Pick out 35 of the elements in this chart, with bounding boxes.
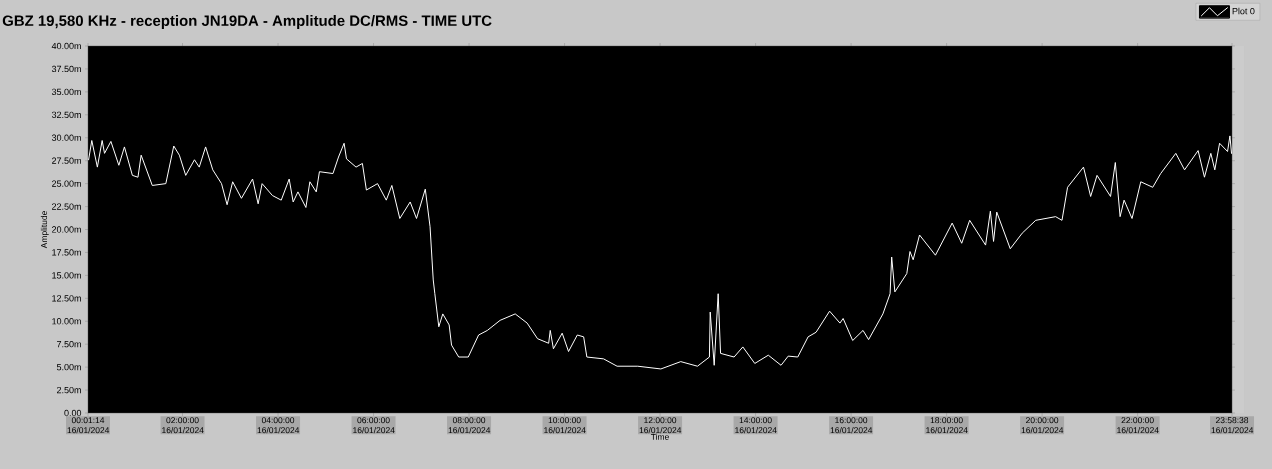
chart-title: GBZ 19,580 KHz - reception JN19DA - Amplitude DC/RMS - TIME UTC	[2, 15, 492, 29]
y-tick-label: 20.00m	[52, 226, 81, 233]
y-tick-label: 22.50m	[52, 203, 81, 210]
x-tick-label: 18:00:00 16/01/2024	[926, 417, 968, 434]
y-tick-label: 17.50m	[52, 249, 81, 256]
y-tick-label: 25.00m	[52, 180, 81, 187]
y-axis-title: Amplitude	[40, 211, 49, 249]
y-tick-label: 7.50m	[57, 341, 81, 348]
y-tick-label: 10.00m	[52, 318, 81, 325]
line-series	[88, 135, 1233, 370]
y-tick-label: 40.00m	[51, 42, 81, 50]
x-tick-label: 08:00:00 16/01/2024	[448, 417, 491, 434]
x-tick-label: 14:00:00 16/01/2024	[735, 417, 777, 434]
y-tick-label: 27.50m	[52, 157, 81, 164]
x-tick-label: 16:00:00 16/01/2024	[830, 417, 873, 434]
legend-label: Plot 0	[1232, 7, 1255, 15]
x-tick-label: 22:00:00 16/01/2024	[1117, 417, 1159, 434]
x-tick-label: 20:00:00 16/01/2024	[1021, 417, 1064, 434]
y-tick-label: 12.50m	[52, 295, 81, 302]
x-tick-label: 23:58:38 16/01/2024	[1211, 417, 1254, 434]
x-tick-label: 12:00:00 16/01/2024	[639, 417, 682, 434]
y-tick-label: 35.00m	[51, 88, 81, 96]
y-tick-label: 15.00m	[52, 272, 81, 279]
x-tick-label: 00:01:14 16/01/2024	[67, 417, 110, 434]
x-tick-label: 04:00:00 16/01/2024	[257, 417, 300, 434]
y-tick-label: 2.50m	[57, 386, 81, 394]
y-tick-label: 37.50m	[51, 65, 81, 73]
x-tick-label: 02:00:00 16/01/2024	[162, 417, 204, 434]
y-tick-label: 30.00m	[51, 134, 81, 141]
x-tick-label: 10:00:00 16/01/2024	[544, 417, 586, 434]
y-tick-label: 5.00m	[56, 363, 81, 371]
x-axis-title: Time	[650, 433, 669, 440]
y-tick-label: 32.50m	[51, 111, 81, 118]
x-tick-label: 06:00:00 16/01/2024	[353, 417, 395, 434]
y-tick-label: 0.00	[64, 409, 82, 417]
